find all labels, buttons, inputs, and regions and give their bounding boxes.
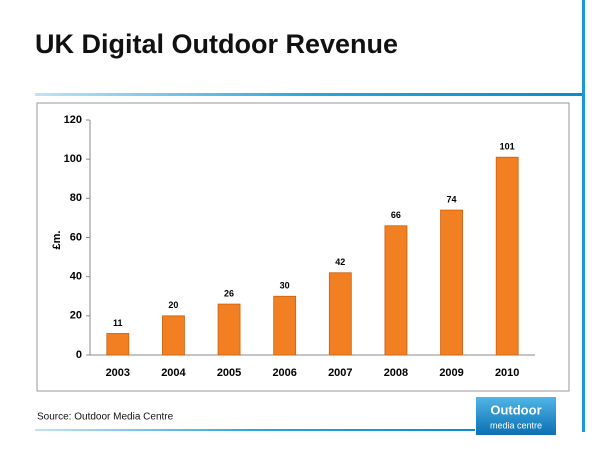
x-tick-label: 2003 [106, 367, 130, 379]
value-label: 20 [168, 300, 178, 310]
bar [273, 295, 297, 356]
bottom-rule [35, 429, 475, 431]
logo-subtext: media centre [490, 420, 542, 430]
y-tick-label: 20 [70, 310, 82, 322]
x-tick-label: 2008 [384, 367, 408, 379]
bar [440, 209, 463, 356]
x-tick-label: 2007 [328, 367, 352, 379]
value-label: 11 [113, 318, 123, 328]
x-tick-label: 2010 [495, 367, 519, 379]
title-rule [35, 93, 585, 96]
bar [384, 225, 408, 356]
value-label: 42 [335, 257, 345, 267]
y-tick-label: 120 [64, 114, 82, 126]
x-tick-label: 2005 [217, 367, 241, 379]
x-tick-label: 2004 [161, 367, 186, 379]
y-axis-label: £m. [51, 231, 63, 250]
slide-title: UK Digital Outdoor Revenue [35, 29, 398, 59]
bar [106, 333, 130, 356]
value-label: 26 [224, 288, 234, 298]
x-tick-label: 2006 [272, 367, 296, 379]
y-tick-label: 60 [70, 231, 82, 243]
bar [328, 272, 352, 356]
y-tick-label: 0 [76, 349, 82, 361]
bar [495, 156, 519, 356]
value-label: 66 [391, 210, 401, 220]
y-tick-label: 40 [70, 271, 82, 283]
value-label: 74 [447, 194, 457, 204]
bar [217, 303, 241, 356]
logo-text: Outdoor [490, 402, 541, 417]
y-tick-label: 80 [70, 192, 82, 204]
x-tick-label: 2009 [439, 367, 463, 379]
bar [162, 315, 185, 356]
side-rule [582, 0, 585, 432]
value-label: 101 [500, 142, 515, 152]
source: Source: Outdoor Media Centre [37, 412, 174, 423]
y-tick-label: 100 [64, 153, 82, 165]
logo [476, 397, 556, 435]
value-label: 30 [280, 281, 290, 291]
